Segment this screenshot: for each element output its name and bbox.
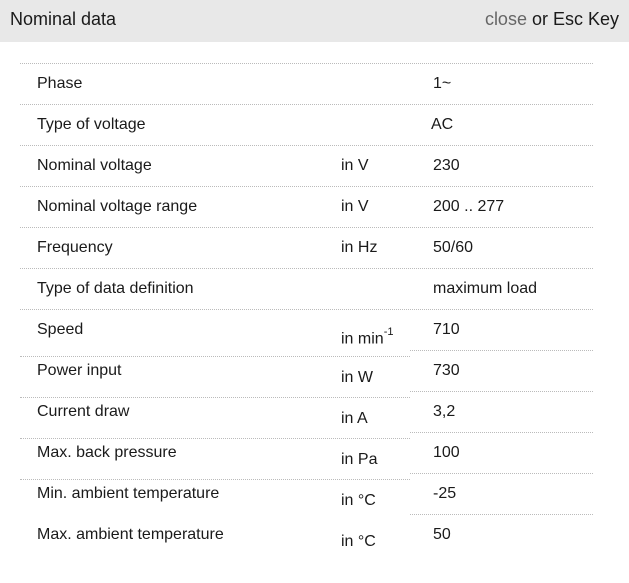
close-hint-suffix: or Esc Key bbox=[526, 9, 619, 29]
dialog-title: Nominal data bbox=[10, 9, 117, 29]
row-value: 1~ bbox=[433, 75, 452, 92]
row-label: Frequency bbox=[37, 239, 113, 256]
row-divider bbox=[410, 350, 593, 351]
row-divider bbox=[20, 438, 410, 439]
row-divider bbox=[20, 309, 593, 310]
row-value: 3,2 bbox=[433, 403, 456, 420]
row-value: 50/60 bbox=[433, 239, 474, 256]
row-divider bbox=[20, 104, 593, 105]
row-unit: in W bbox=[341, 369, 373, 386]
row-divider bbox=[410, 514, 593, 515]
row-value: 730 bbox=[433, 362, 460, 379]
row-label: Speed bbox=[37, 321, 84, 338]
row-label: Min. ambient temperature bbox=[37, 485, 220, 502]
row-divider bbox=[410, 391, 593, 392]
row-value: 230 bbox=[433, 157, 460, 174]
row-label: Max. back pressure bbox=[37, 444, 177, 461]
row-label: Type of voltage bbox=[37, 116, 146, 133]
row-unit-superscript: -1 bbox=[383, 326, 394, 338]
row-unit: in Pa bbox=[341, 451, 378, 468]
row-divider bbox=[410, 473, 593, 474]
row-label: Type of data definition bbox=[37, 280, 194, 297]
row-divider bbox=[20, 356, 410, 357]
row-unit: in °C bbox=[341, 533, 376, 550]
row-value: 200 .. 277 bbox=[433, 198, 505, 215]
row-label: Current draw bbox=[37, 403, 130, 420]
close-hint: close or Esc Key bbox=[485, 9, 619, 30]
row-unit: in V bbox=[341, 198, 369, 215]
row-divider bbox=[20, 186, 593, 187]
row-unit: in V bbox=[341, 157, 369, 174]
row-unit: in min-1 bbox=[341, 326, 394, 348]
row-divider bbox=[20, 227, 593, 228]
row-divider bbox=[20, 479, 410, 480]
row-divider bbox=[20, 63, 593, 64]
row-divider bbox=[20, 397, 410, 398]
row-unit-text: in min bbox=[341, 330, 384, 348]
row-unit: in °C bbox=[341, 492, 376, 509]
row-value: 100 bbox=[433, 444, 460, 461]
row-divider bbox=[410, 432, 593, 433]
row-label: Nominal voltage bbox=[37, 157, 152, 174]
row-divider bbox=[20, 145, 593, 146]
row-unit: in Hz bbox=[341, 239, 378, 256]
close-link[interactable]: close bbox=[484, 9, 527, 29]
row-label: Phase bbox=[37, 75, 83, 92]
row-unit: in A bbox=[341, 410, 368, 427]
row-divider bbox=[20, 268, 593, 269]
row-value: maximum load bbox=[433, 280, 538, 297]
row-value: -25 bbox=[433, 485, 457, 502]
row-label: Power input bbox=[37, 362, 122, 379]
dialog-header: Nominal data close or Esc Key bbox=[0, 0, 629, 42]
row-value: 710 bbox=[433, 321, 460, 338]
row-value: AC bbox=[431, 116, 454, 133]
row-label: Nominal voltage range bbox=[37, 198, 198, 215]
row-value: 50 bbox=[433, 526, 451, 543]
row-label: Max. ambient temperature bbox=[37, 526, 224, 543]
